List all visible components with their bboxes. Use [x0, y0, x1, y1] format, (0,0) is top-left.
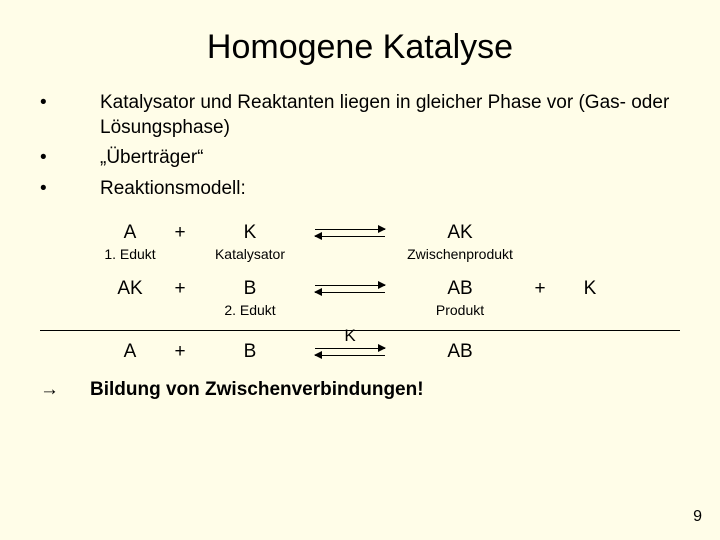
conclusion-text: Bildung von Zwischenverbindungen!: [90, 379, 424, 401]
r1-sub-right: Zwischenprodukt: [400, 246, 520, 262]
bullet-dot: •: [40, 177, 100, 202]
r2-mid: B: [200, 278, 300, 300]
bullet-item: • Reaktionsmodell:: [40, 177, 680, 202]
equilibrium-arrow-icon: [315, 279, 385, 299]
plus-sign: +: [160, 278, 200, 300]
r1-sub-left: 1. Edukt: [100, 246, 160, 262]
r1-mid: K: [200, 222, 300, 244]
r1-right: AK: [400, 222, 520, 244]
bullet-dot: •: [40, 91, 100, 140]
equilibrium-arrow-icon: [315, 223, 385, 243]
equilibrium-arrow-icon: K: [315, 342, 385, 362]
r2-left: AK: [100, 278, 160, 300]
bullet-text: Katalysator und Reaktanten liegen in gle…: [100, 91, 680, 140]
bullet-text: Reaktionsmodell:: [100, 177, 680, 202]
slide: Homogene Katalyse • Katalysator und Reak…: [0, 0, 720, 540]
r3-left: A: [100, 341, 160, 363]
reaction-block: A + K AK 1. Edukt Katalysator Zwischenpr…: [40, 220, 680, 365]
page-number: 9: [693, 508, 702, 526]
bullet-item: • „Überträger“: [40, 146, 680, 171]
reaction-1: A + K AK: [40, 220, 680, 246]
bullet-dot: •: [40, 146, 100, 171]
bullet-text: „Überträger“: [100, 146, 680, 171]
plus-sign: +: [160, 341, 200, 363]
conclusion: → Bildung von Zwischenverbindungen!: [40, 379, 680, 401]
reaction-1-labels: 1. Edukt Katalysator Zwischenprodukt: [40, 246, 680, 268]
r3-mid: B: [200, 341, 300, 363]
plus-sign: +: [520, 278, 560, 300]
reaction-2: AK + B AB + K: [40, 276, 680, 302]
slide-title: Homogene Katalyse: [40, 28, 680, 67]
r2-sub-mid: 2. Edukt: [200, 302, 300, 318]
r1-left: A: [100, 222, 160, 244]
reaction-2-labels: 2. Edukt Produkt: [40, 302, 680, 324]
bullet-item: • Katalysator und Reaktanten liegen in g…: [40, 91, 680, 140]
r2-right: AB: [400, 278, 520, 300]
r2-tail: K: [560, 278, 620, 300]
r2-sub-right: Produkt: [400, 302, 520, 318]
reaction-3: A + B K AB: [40, 339, 680, 365]
arrow-icon: →: [40, 379, 90, 401]
r1-sub-mid: Katalysator: [200, 246, 300, 262]
plus-sign: +: [160, 222, 200, 244]
catalyst-label: K: [315, 326, 385, 346]
bullet-list: • Katalysator und Reaktanten liegen in g…: [40, 91, 680, 202]
r3-right: AB: [400, 341, 520, 363]
